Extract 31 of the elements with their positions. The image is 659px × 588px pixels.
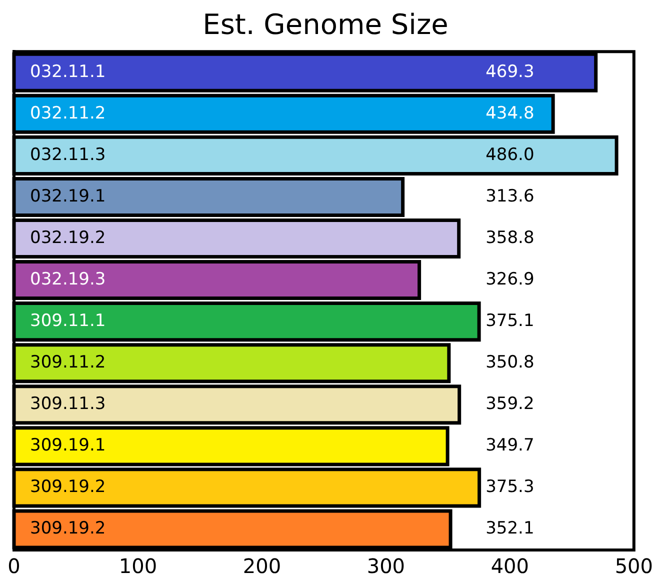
chart-title: Est. Genome Size <box>202 8 448 42</box>
x-tick-label: 500 <box>614 554 654 578</box>
data-label: 350.8 <box>486 352 534 373</box>
data-label: 352.1 <box>486 518 534 539</box>
data-label: 358.8 <box>486 228 534 248</box>
data-label: 375.3 <box>486 477 534 498</box>
x-tick-label: 0 <box>8 554 20 578</box>
y-tick-label: 309.19.2 <box>30 518 106 539</box>
y-tick-label: 032.11.1 <box>30 62 106 82</box>
data-label: 349.7 <box>486 436 534 456</box>
y-tick-label: 032.11.3 <box>30 144 106 165</box>
data-label: 486.0 <box>486 144 534 165</box>
data-label: 359.2 <box>486 394 534 414</box>
data-label: 375.1 <box>486 310 534 331</box>
x-tick-label: 300 <box>366 554 406 578</box>
x-tick-label: 200 <box>242 554 282 578</box>
y-tick-label: 309.11.3 <box>30 394 106 414</box>
y-tick-label: 032.19.1 <box>30 186 106 206</box>
data-label: 434.8 <box>486 103 534 124</box>
data-label: 313.6 <box>486 186 534 206</box>
y-tick-label: 309.11.1 <box>30 310 106 331</box>
y-tick-label: 032.11.2 <box>30 103 106 124</box>
data-label: 469.3 <box>486 62 534 82</box>
y-tick-label: 309.19.2 <box>30 477 106 498</box>
x-tick-label: 100 <box>118 554 158 578</box>
y-tick-label: 309.19.1 <box>30 436 106 456</box>
x-tick-label: 400 <box>490 554 530 578</box>
y-tick-label: 032.19.3 <box>30 269 106 290</box>
data-label: 326.9 <box>486 269 534 290</box>
y-tick-label: 309.11.2 <box>30 352 106 373</box>
y-tick-label: 032.19.2 <box>30 228 106 248</box>
